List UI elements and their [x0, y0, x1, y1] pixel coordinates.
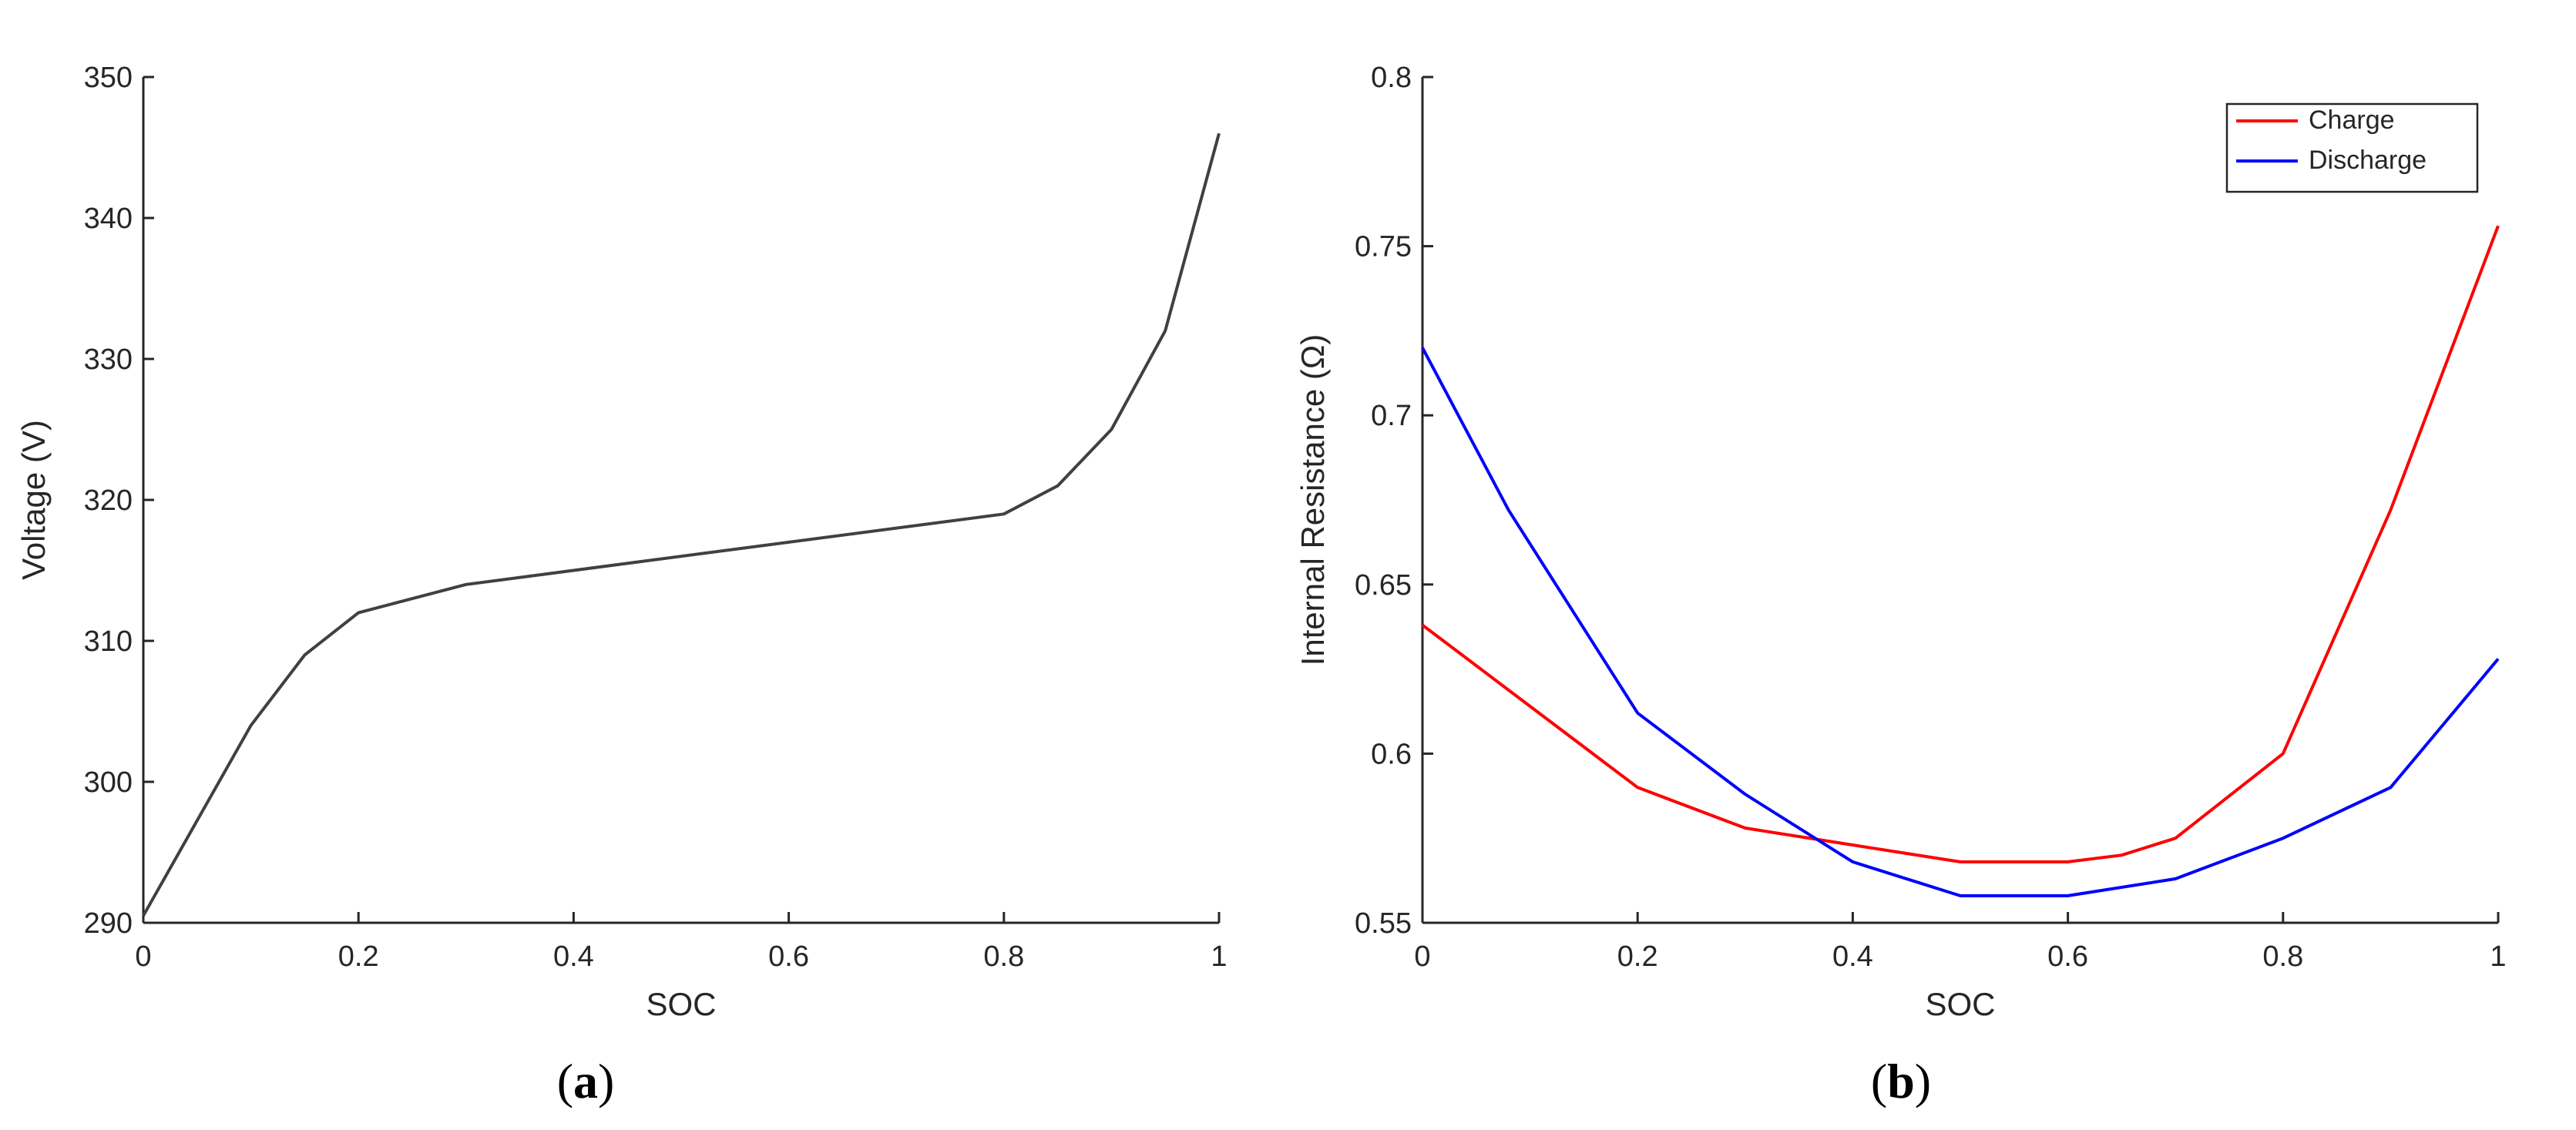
y-tick-label: 290 — [84, 907, 133, 940]
y-tick-label: 0.75 — [1355, 231, 1412, 263]
y-tick-label: 310 — [84, 625, 133, 658]
legend-label-charge: Charge — [2309, 106, 2395, 135]
panel-label-close: ) — [1915, 1054, 1931, 1108]
x-tick-label: 0.6 — [2047, 941, 2088, 973]
y-tick-label: 0.65 — [1355, 569, 1412, 602]
y-axis-label: Voltage (V) — [15, 420, 52, 580]
y-tick-label: 0.6 — [1371, 738, 1412, 770]
x-tick-label: 0.4 — [1832, 941, 1873, 973]
y-tick-label: 0.55 — [1355, 907, 1412, 940]
y-tick-label: 330 — [84, 344, 133, 376]
panel-label: (a) — [557, 1054, 615, 1108]
y-tick-label: 320 — [84, 485, 133, 517]
x-tick-label: 0.2 — [1617, 941, 1658, 973]
x-tick-label: 0.4 — [553, 941, 594, 973]
y-tick-label: 350 — [84, 62, 133, 94]
panel-label-open: ( — [1871, 1054, 1887, 1108]
x-tick-label: 0 — [135, 941, 151, 973]
series-line-voltage — [142, 132, 1221, 917]
x-tick-label: 0.6 — [768, 941, 809, 973]
series-line-discharge — [1421, 347, 2500, 897]
series-line-charge — [1421, 225, 2500, 863]
y-tick-label: 340 — [84, 203, 133, 235]
legend-label-discharge: Discharge — [2309, 146, 2427, 175]
chart-panel-b: 0 0.2 0.4 0.6 0.8 1 0.55 0.6 0.65 0.7 0.75 0.8 SOC In… — [1295, 62, 2507, 1108]
y-tick-label: 0.8 — [1371, 62, 1412, 94]
y-tick-label: 0.7 — [1371, 400, 1412, 432]
panel-label-letter: b — [1887, 1054, 1915, 1108]
x-tick-label: 1 — [2490, 941, 2506, 973]
x-tick-label: 0.8 — [2262, 941, 2303, 973]
y-axis-label: Internal Resistance (Ω) — [1295, 334, 1331, 666]
y-tick-label: 300 — [84, 766, 133, 799]
x-tick-label: 0.2 — [338, 941, 379, 973]
panel-label: (b) — [1871, 1054, 1931, 1108]
x-tick-label: 0.8 — [983, 941, 1024, 973]
panel-label-letter: a — [573, 1054, 598, 1108]
legend-box — [2225, 102, 2479, 193]
panel-label-open: ( — [557, 1054, 573, 1108]
panel-label-close: ) — [598, 1054, 614, 1108]
x-tick-label: 1 — [1211, 941, 1227, 973]
x-tick-label: 0 — [1414, 941, 1430, 973]
x-axis-label: SOC — [1925, 986, 1995, 1022]
chart-panel-a: 0 0.2 0.4 0.6 0.8 1 290 300 310 320 330 340 350 SOC Vo… — [15, 62, 1228, 1108]
x-axis-label: SOC — [646, 986, 716, 1022]
